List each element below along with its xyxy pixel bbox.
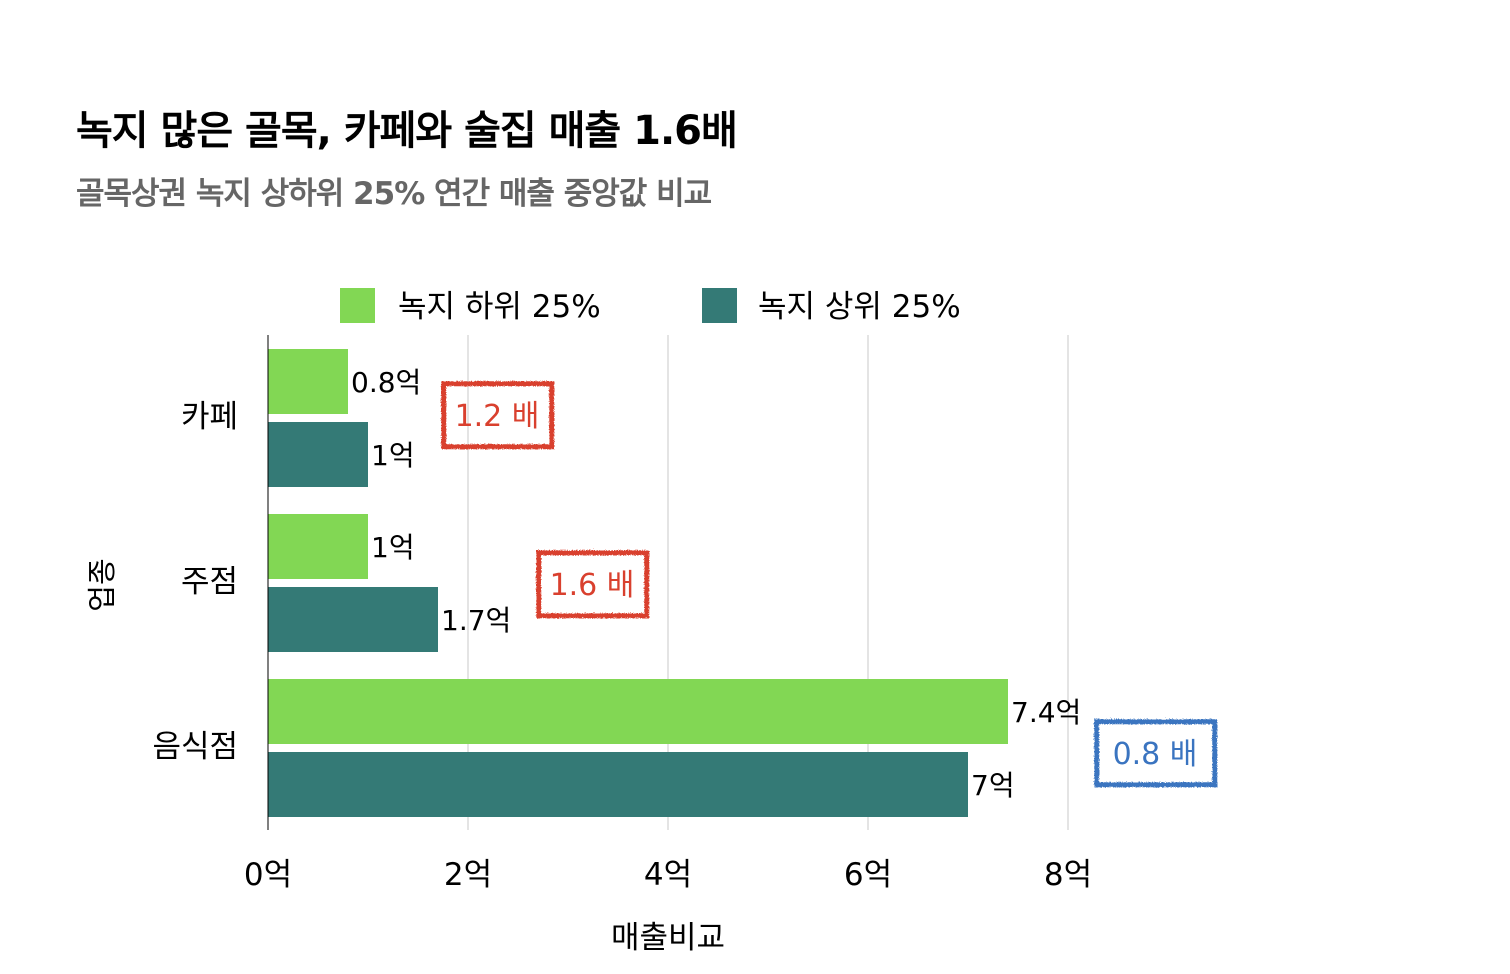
y-tick-label: 카페 bbox=[181, 399, 238, 435]
data-label: 1억 bbox=[371, 531, 415, 564]
annotation-box bbox=[535, 549, 649, 618]
chart-title: 녹지 많은 골목, 카페와 술집 매출 1.6배 bbox=[76, 108, 738, 154]
annotation-box bbox=[440, 380, 554, 449]
x-axis-label: 매출비교 bbox=[611, 920, 725, 956]
x-tick-label: 0억 bbox=[244, 857, 292, 893]
legend-swatch bbox=[702, 288, 737, 323]
x-tick-label: 2억 bbox=[444, 857, 492, 893]
annotation-box bbox=[1093, 718, 1217, 787]
x-tick-label: 8억 bbox=[1044, 857, 1092, 893]
bar-top25-1 bbox=[268, 587, 438, 652]
data-label: 7.4억 bbox=[1011, 696, 1081, 729]
legend-label: 녹지 상위 25% bbox=[758, 289, 961, 325]
data-label: 7억 bbox=[971, 769, 1015, 802]
annotation-text: 1.2 배 bbox=[455, 399, 540, 434]
y-tick-label: 주점 bbox=[181, 564, 238, 600]
chart-subtitle: 골목상권 녹지 상하위 25% 연간 매출 중앙값 비교 bbox=[76, 176, 712, 212]
data-label: 0.8억 bbox=[351, 366, 421, 399]
bar-bottom25-2 bbox=[268, 679, 1008, 744]
y-axis-label: 업종 bbox=[85, 558, 119, 611]
bar-bottom25-1 bbox=[268, 514, 368, 579]
bar-bottom25-0 bbox=[268, 349, 348, 414]
legend-label: 녹지 하위 25% bbox=[398, 289, 601, 325]
data-label: 1억 bbox=[371, 439, 415, 472]
annotation-text: 0.8 배 bbox=[1113, 737, 1198, 772]
y-tick-label: 음식점 bbox=[152, 729, 238, 765]
bar-top25-0 bbox=[268, 422, 368, 487]
legend-swatch bbox=[340, 288, 375, 323]
data-label: 1.7억 bbox=[441, 604, 511, 637]
bar-top25-2 bbox=[268, 752, 968, 817]
x-tick-label: 4억 bbox=[644, 857, 692, 893]
annotation-text: 1.6 배 bbox=[550, 568, 635, 603]
x-tick-label: 6억 bbox=[844, 857, 892, 893]
